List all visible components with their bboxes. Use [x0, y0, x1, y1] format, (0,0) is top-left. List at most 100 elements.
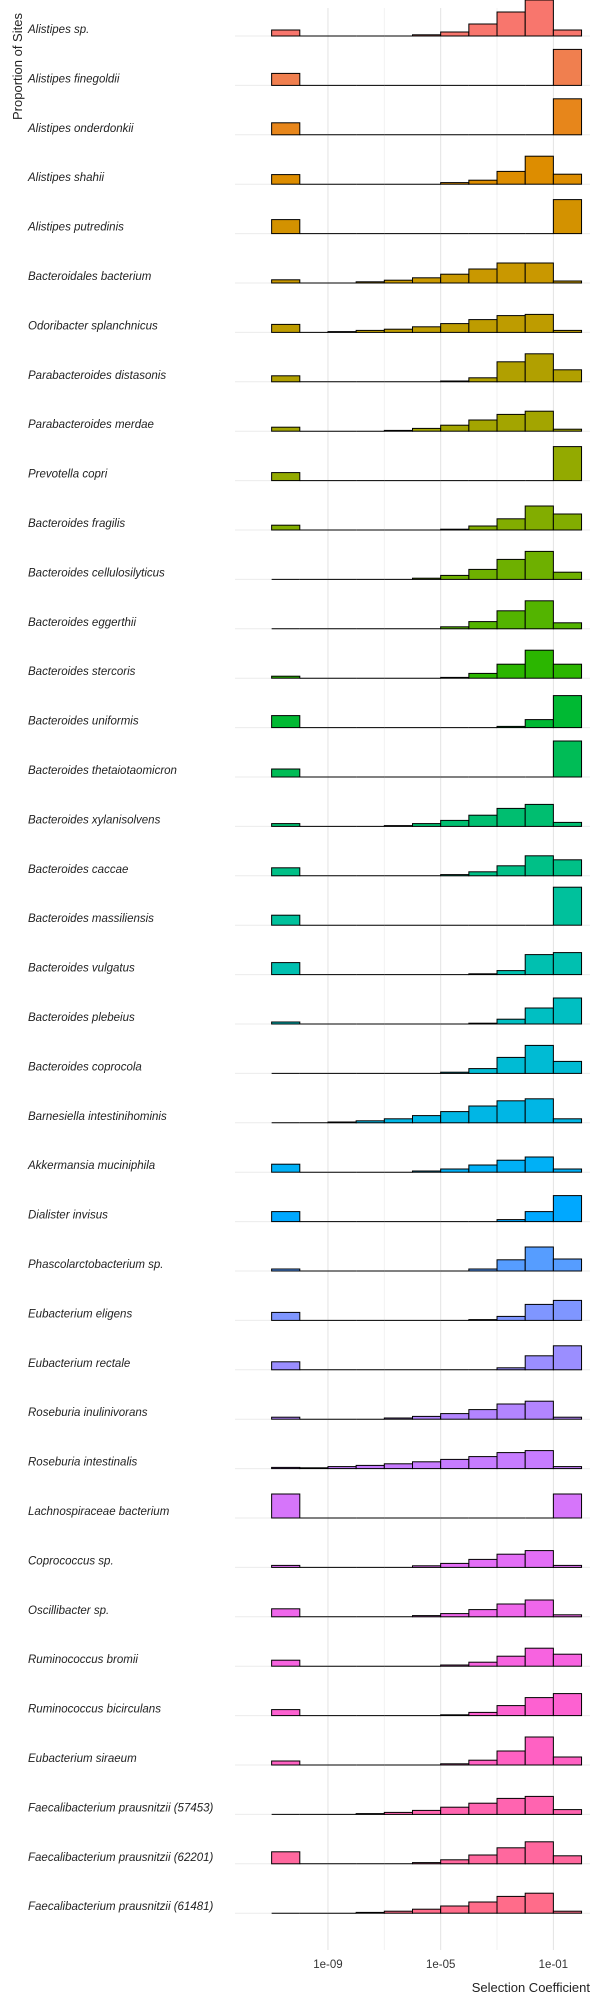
- histogram-bar: [271, 375, 301, 383]
- histogram-bar: [271, 1163, 301, 1173]
- histogram-bar: [524, 1044, 554, 1074]
- row-label: Parabacteroides distasonis: [28, 370, 166, 382]
- histogram-bar: [412, 1809, 442, 1815]
- histogram-bar: [355, 281, 385, 284]
- histogram-row: Roseburia inulinivorans: [28, 1400, 590, 1420]
- histogram-row: Phascolarctobacterium sp.: [28, 1246, 590, 1272]
- histogram-bar: [552, 446, 583, 482]
- histogram-bar: [496, 1219, 526, 1223]
- histogram-bar: [271, 29, 301, 37]
- histogram-bar: [440, 424, 470, 432]
- histogram-row: Bacteroides coprocola: [28, 1044, 590, 1074]
- histogram-bar: [496, 807, 526, 827]
- row-label: Alistipes putredinis: [27, 222, 124, 234]
- histogram-bar: [271, 1311, 301, 1321]
- histogram-bar: [355, 1813, 385, 1815]
- histogram-bar: [468, 525, 498, 531]
- histogram-bar: [524, 1892, 554, 1914]
- histogram-bar: [271, 122, 301, 136]
- row-label: Bacteroides coprocola: [28, 1061, 142, 1073]
- histogram-bar: [552, 1195, 583, 1223]
- histogram-bar: [552, 1809, 583, 1815]
- histogram-bar: [271, 323, 301, 333]
- row-label: Phascolarctobacterium sp.: [28, 1259, 164, 1271]
- histogram-bar: [440, 1168, 470, 1173]
- histogram-bar: [524, 313, 554, 333]
- histogram-bar: [524, 550, 554, 580]
- histogram-bar: [524, 505, 554, 531]
- histogram-bar: [524, 1736, 554, 1766]
- histogram-row: Roseburia intestinalis: [28, 1450, 590, 1470]
- histogram-bar: [468, 268, 498, 284]
- row-label: Alistipes finegoldii: [27, 73, 120, 85]
- histogram-bar: [271, 1760, 301, 1766]
- histogram-bar: [440, 380, 470, 383]
- histogram-bar: [496, 1750, 526, 1766]
- histogram-bar: [552, 571, 583, 580]
- histogram-bar: [552, 622, 583, 630]
- histogram-row: Prevotella copri: [28, 446, 590, 482]
- histogram-row: Bacteroides caccae: [28, 855, 590, 877]
- histogram-bar: [496, 315, 526, 333]
- histogram-bar: [440, 1613, 470, 1618]
- histogram-bar: [440, 1111, 470, 1124]
- histogram-bar: [496, 1100, 526, 1124]
- histogram-bar: [524, 155, 554, 185]
- histogram-bar: [524, 353, 554, 383]
- histogram-bar: [496, 361, 526, 383]
- histogram-bar: [327, 1466, 357, 1470]
- histogram-bar: [524, 1647, 554, 1667]
- histogram-row: Faecalibacterium prausnitzii (61481): [28, 1892, 590, 1914]
- histogram-bar: [327, 1121, 357, 1124]
- row-label: Oscillibacter sp.: [28, 1605, 109, 1617]
- histogram-bar: [271, 426, 301, 432]
- histogram-bar: [524, 0, 554, 37]
- histogram-bar: [383, 1463, 414, 1470]
- histogram-row: Lachnospiraceae bacterium: [28, 1493, 590, 1519]
- histogram-row: Parabacteroides merdae: [28, 410, 590, 432]
- histogram-bar: [552, 859, 583, 877]
- row-label: Bacteroides fragilis: [28, 518, 125, 530]
- histogram-bar: [327, 331, 357, 333]
- histogram-bar: [468, 319, 498, 333]
- histogram-bar: [440, 1071, 470, 1074]
- histogram-bar: [468, 568, 498, 580]
- histogram-bar: [468, 419, 498, 432]
- histogram-bar: [271, 962, 301, 976]
- histogram-bar: [468, 1609, 498, 1618]
- histogram-bar: [440, 626, 470, 630]
- histogram-bar: [383, 279, 414, 284]
- histogram-bar: [271, 823, 301, 827]
- histogram-bar: [271, 715, 301, 729]
- histogram-bar: [468, 1105, 498, 1124]
- row-label: Bacteroides uniformis: [28, 716, 139, 728]
- histogram-bar: [496, 1159, 526, 1173]
- row-label: Alistipes shahii: [27, 172, 105, 184]
- histogram-bar: [552, 1466, 583, 1470]
- histogram-row: Alistipes onderdonkii: [27, 98, 590, 136]
- histogram-bar: [552, 280, 583, 284]
- row-label: Bacteroides massiliensis: [28, 913, 154, 925]
- x-axis-title: Selection Coefficient: [472, 1980, 591, 1995]
- histogram-bar: [552, 663, 583, 679]
- histogram-bar: [468, 23, 498, 37]
- histogram-row: Bacteroides thetaiotaomicron: [28, 740, 590, 778]
- histogram-row: Akkermansia muciniphila: [27, 1156, 590, 1173]
- histogram-bar: [440, 182, 470, 185]
- histogram-bar: [552, 428, 583, 432]
- histogram-bar: [496, 1367, 526, 1371]
- histogram-row: Parabacteroides distasonis: [28, 353, 590, 383]
- histogram-bar: [271, 219, 301, 235]
- row-label: Eubacterium eligens: [28, 1308, 132, 1320]
- row-label: Parabacteroides merdae: [28, 419, 154, 431]
- histogram-bar: [271, 1416, 301, 1420]
- histogram-bar: [355, 1120, 385, 1124]
- row-label: Alistipes sp.: [27, 24, 89, 36]
- histogram-bar: [468, 1661, 498, 1667]
- histogram-bar: [524, 1098, 554, 1124]
- histogram-bar: [271, 472, 301, 482]
- histogram-bar: [468, 1268, 498, 1272]
- histogram-bar: [468, 1456, 498, 1470]
- row-label: Odoribacter splanchnicus: [28, 320, 158, 332]
- histogram-bar: [524, 1550, 554, 1568]
